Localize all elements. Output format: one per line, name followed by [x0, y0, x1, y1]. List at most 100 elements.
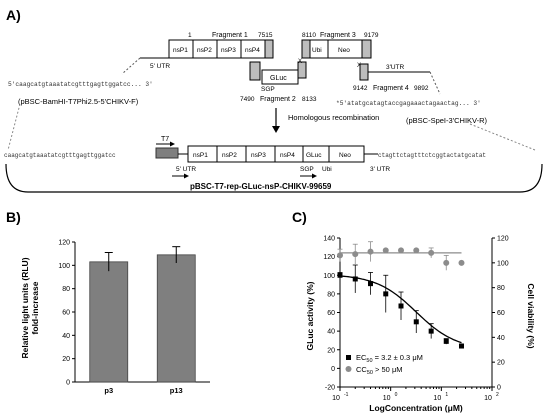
- frag2-title: Fragment 2: [260, 96, 296, 103]
- recomb-arrow-head: [272, 126, 280, 133]
- panel-c-right-tick-label: 120: [497, 236, 509, 243]
- panel-c-left-tick-label: 120: [323, 254, 335, 261]
- frag1-utr5: 5' UTR: [150, 63, 170, 70]
- panel-b-ytick-label: 0: [66, 380, 70, 387]
- x-mark-1: X: [298, 59, 302, 65]
- frag1-nsp3: nsP3: [221, 47, 236, 54]
- seq-left-connector: [121, 57, 141, 75]
- frag1-nsp4: nsP4: [245, 47, 260, 54]
- panel-b-ytick-label: 60: [62, 310, 70, 317]
- guide-right: [469, 123, 536, 151]
- ec50-point: [368, 281, 374, 287]
- cc50-point: [413, 247, 420, 254]
- panel-c-left-tick-label: 40: [327, 329, 335, 336]
- frag1-hatch: [264, 39, 274, 59]
- panel-c-left-tick-label: 140: [323, 236, 335, 243]
- panel-c-points: [337, 241, 465, 349]
- final-utr5: 5' UTR: [176, 166, 196, 173]
- ec50-point: [398, 303, 404, 309]
- panel-b-ytick-label: 120: [58, 240, 70, 247]
- x-mark-2: X: [357, 63, 361, 69]
- panel-c-x-tick-exp: -1: [344, 392, 349, 398]
- final-construct-name: pBSC-T7-rep-GLuc-nsP-CHIKV-99659: [190, 182, 332, 191]
- panel-c-x-tick-exp: 2: [496, 392, 499, 398]
- cc50-point: [458, 259, 465, 266]
- panel-c-left-tick-label: 60: [327, 310, 335, 317]
- frag3-start: 8110: [302, 32, 316, 39]
- final-nsp1: nsP1: [193, 152, 208, 159]
- frag4-hatch: [359, 63, 369, 81]
- panel-b-y-ticks: 0 20 40 60 80 100 120: [58, 240, 75, 387]
- cc50-point: [428, 249, 435, 256]
- plasmid-left: (pBSC-BamHI-T7Phi2.5-5'CHIKV-F): [18, 97, 139, 106]
- panel-c-right-tick-label: 40: [497, 335, 505, 342]
- ec50-point: [443, 338, 449, 344]
- cc50-point: [352, 251, 359, 258]
- panel-c-left-tick-label: 80: [327, 291, 335, 298]
- final-nsp2: nsP2: [222, 152, 237, 159]
- panel-c-left-tick-label: 100: [323, 273, 335, 280]
- panel-c-xlabel: LogConcentration (μM): [369, 403, 463, 413]
- recomb-label: Homologous recombination: [288, 113, 379, 122]
- frag3-title: Fragment 3: [320, 32, 356, 39]
- bar-p13: [156, 254, 196, 383]
- plasmid-bracket: [5, 163, 543, 193]
- cc50-point: [337, 252, 343, 259]
- final-sgp-arrow-head: [312, 173, 317, 179]
- panel-b-plot: 0 20 40 60 80 100 120 p3 p13: [58, 240, 210, 395]
- ec50-point: [352, 276, 358, 282]
- panel-c-x-tick-label: 10: [332, 395, 340, 402]
- t7-label: T7: [161, 136, 169, 143]
- panel-c-right-tick-label: 0: [497, 385, 501, 392]
- seq-final-right: ctagttctagtttctcggtactatgcatat: [378, 152, 486, 159]
- panel-b: B) Relative light units (RLU) fold-incre…: [6, 209, 210, 395]
- panel-c-label: C): [292, 209, 307, 225]
- frag1-nsp2: nsP2: [197, 47, 212, 54]
- final-utr3: 3' UTR: [370, 166, 390, 173]
- seq-final-left: caagcatgtaaatatcgtttgagttggatcc: [4, 152, 116, 159]
- panel-c-left-tick-label: -20: [325, 385, 335, 392]
- panel-c-right-tick-label: 60: [497, 310, 505, 317]
- bar-p3: [89, 261, 129, 383]
- ec50-point: [383, 291, 389, 297]
- legend-ec50-marker: [346, 355, 351, 360]
- seq-left: 5'caagcatgtaaatatcgtttgagttggatcc... 3': [8, 81, 153, 88]
- ec50-point: [337, 272, 343, 278]
- cc50-point: [443, 259, 450, 266]
- panel-c-ylabel-left: GLuc activity (%): [305, 281, 315, 350]
- cc50-point: [382, 247, 389, 254]
- final-nsp3: nsP3: [251, 152, 266, 159]
- frag4-title: Fragment 4: [373, 85, 409, 92]
- panel-b-ytick-label: 80: [62, 286, 70, 293]
- final-sgp: SGP: [300, 166, 314, 173]
- plasmid-right: (pBSC-SpeI-3'CHIKV-R): [406, 116, 488, 125]
- panel-c-x-tick-label: 10: [433, 395, 441, 402]
- frag1-title: Fragment 1: [212, 32, 248, 39]
- panel-c-right-tick-label: 20: [497, 360, 505, 367]
- frag2-hatch-right: [297, 61, 307, 79]
- frag3-ubi: Ubi: [312, 47, 322, 54]
- t7-arrow-head: [170, 141, 175, 147]
- cc50-point: [398, 247, 405, 254]
- frag2-end: 8133: [302, 96, 317, 103]
- panel-c-x-tick-exp: 1: [445, 392, 448, 398]
- frag2-gluc: GLuc: [270, 75, 287, 82]
- t7-promoter-box: [155, 147, 179, 159]
- final-utr5-arrow-head: [184, 173, 189, 179]
- frag2-start: 7490: [240, 96, 255, 103]
- legend-cc50-marker: [345, 366, 352, 372]
- ec50-point: [413, 319, 419, 325]
- legend-ec50: EC50 = 3.2 ± 0.3 μM: [356, 353, 423, 364]
- panel-b-ylabel-2: fold-increase: [30, 281, 40, 334]
- panel-c-right-tick-label: 100: [497, 260, 509, 267]
- cc50-point: [367, 248, 374, 255]
- panel-b-ytick-label: 20: [62, 356, 70, 363]
- seq-right-connector: [429, 71, 441, 95]
- panel-b-ylabel-1: Relative light units (RLU): [20, 257, 30, 358]
- panel-c-left-tick-label: 20: [327, 347, 335, 354]
- panel-c-x-tick-exp: 0: [395, 392, 398, 398]
- final-nsp4: nsP4: [280, 152, 295, 159]
- panel-c-ylabel-right: Cell viability (%): [526, 283, 536, 348]
